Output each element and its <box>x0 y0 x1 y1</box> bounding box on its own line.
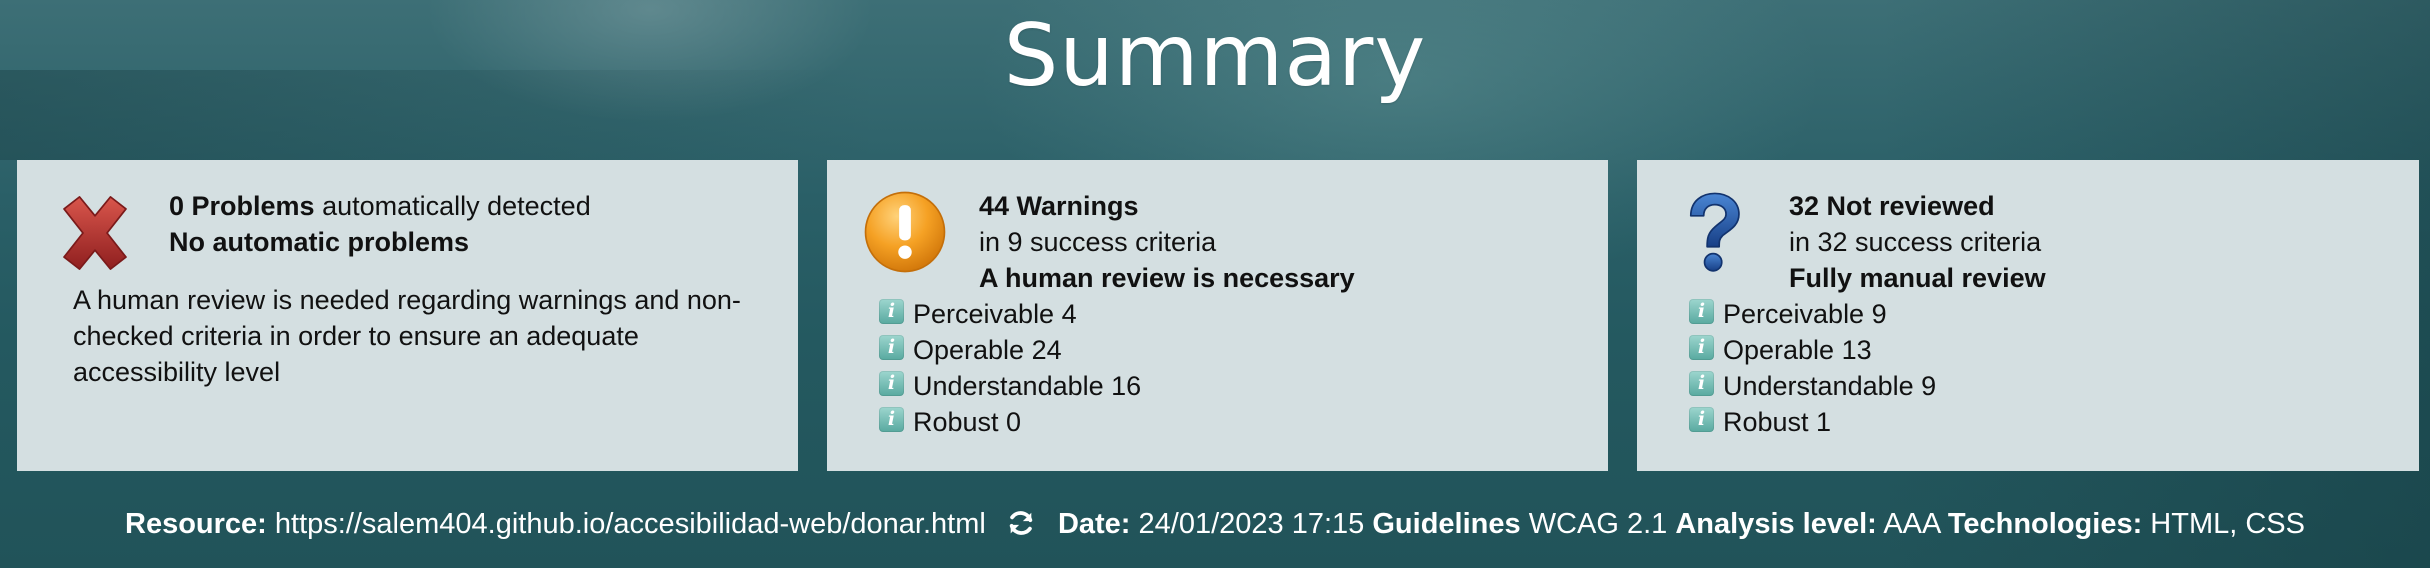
not-reviewed-principles-list: i Perceivable 9 i Operable 13 i Understa… <box>1689 296 1936 440</box>
problems-headline: No automatic problems <box>169 227 470 257</box>
question-mark-icon <box>1689 192 1740 272</box>
info-icon[interactable]: i <box>879 406 904 432</box>
problems-summary: 0 Problems automatically detected <box>169 188 591 224</box>
not-reviewed-headline: Fully manual review <box>1789 263 2046 293</box>
list-item[interactable]: i Perceivable 9 <box>1689 296 1936 332</box>
warnings-criteria: in 9 success criteria <box>979 227 1217 257</box>
info-icon[interactable]: i <box>1689 334 1714 360</box>
warnings-principles-list: i Perceivable 4 i Operable 24 i Understa… <box>879 296 1141 440</box>
list-item[interactable]: i Understandable 16 <box>879 368 1141 404</box>
refresh-icon[interactable] <box>1006 508 1036 538</box>
principle-label: Understandable 16 <box>913 371 1142 401</box>
list-item[interactable]: i Robust 1 <box>1689 404 1936 440</box>
info-icon[interactable]: i <box>1689 406 1714 432</box>
technologies-value: HTML, CSS <box>2150 508 2305 540</box>
info-icon[interactable]: i <box>879 334 904 360</box>
principle-label: Operable 13 <box>1723 335 1872 365</box>
analysis-level-value: AAA <box>1883 508 1940 540</box>
principle-label: Robust 1 <box>1723 407 1832 437</box>
list-item[interactable]: i Understandable 9 <box>1689 368 1936 404</box>
guidelines-label: Guidelines <box>1372 508 1521 540</box>
not-reviewed-count: 32 Not reviewed <box>1789 191 1995 221</box>
problems-card: 0 Problems automatically detected No aut… <box>17 160 798 471</box>
guidelines-value: WCAG 2.1 <box>1528 508 1668 540</box>
resource-url: https://salem404.github.io/accesibilidad… <box>274 508 986 540</box>
page-title: Summary <box>1003 6 1427 106</box>
analysis-level-label: Analysis level: <box>1675 508 1877 540</box>
principle-label: Operable 24 <box>913 335 1062 365</box>
analysis-meta-bar: Resource: https://salem404.github.io/acc… <box>0 508 2430 541</box>
info-icon[interactable]: i <box>1689 370 1714 396</box>
principle-label: Understandable 9 <box>1723 371 1937 401</box>
technologies-label: Technologies: <box>1947 508 2143 540</box>
warnings-headline: A human review is necessary <box>979 263 1355 293</box>
date-label: Date: <box>1057 508 1131 540</box>
resource-label: Resource: <box>125 508 267 540</box>
date-value: 24/01/2023 17:15 <box>1138 508 1365 540</box>
warnings-count: 44 Warnings <box>979 191 1139 221</box>
warning-exclamation-icon <box>864 191 946 273</box>
problems-suffix: automatically detected <box>314 191 591 221</box>
error-x-icon <box>63 196 127 270</box>
list-item[interactable]: i Operable 13 <box>1689 332 1936 368</box>
info-icon[interactable]: i <box>879 298 904 324</box>
warnings-card: 44 Warnings in 9 success criteria A huma… <box>827 160 1608 471</box>
principle-label: Perceivable 4 <box>913 299 1077 329</box>
info-icon[interactable]: i <box>879 370 904 396</box>
list-item[interactable]: i Perceivable 4 <box>879 296 1141 332</box>
list-item[interactable]: i Operable 24 <box>879 332 1141 368</box>
principle-label: Perceivable 9 <box>1723 299 1887 329</box>
problems-count: 0 Problems <box>169 191 315 221</box>
list-item[interactable]: i Robust 0 <box>879 404 1141 440</box>
principle-label: Robust 0 <box>913 407 1022 437</box>
info-icon[interactable]: i <box>1689 298 1714 324</box>
problems-description: A human review is needed regarding warni… <box>73 285 741 387</box>
not-reviewed-criteria: in 32 success criteria <box>1789 227 2042 257</box>
not-reviewed-card: 32 Not reviewed in 32 success criteria F… <box>1637 160 2419 471</box>
